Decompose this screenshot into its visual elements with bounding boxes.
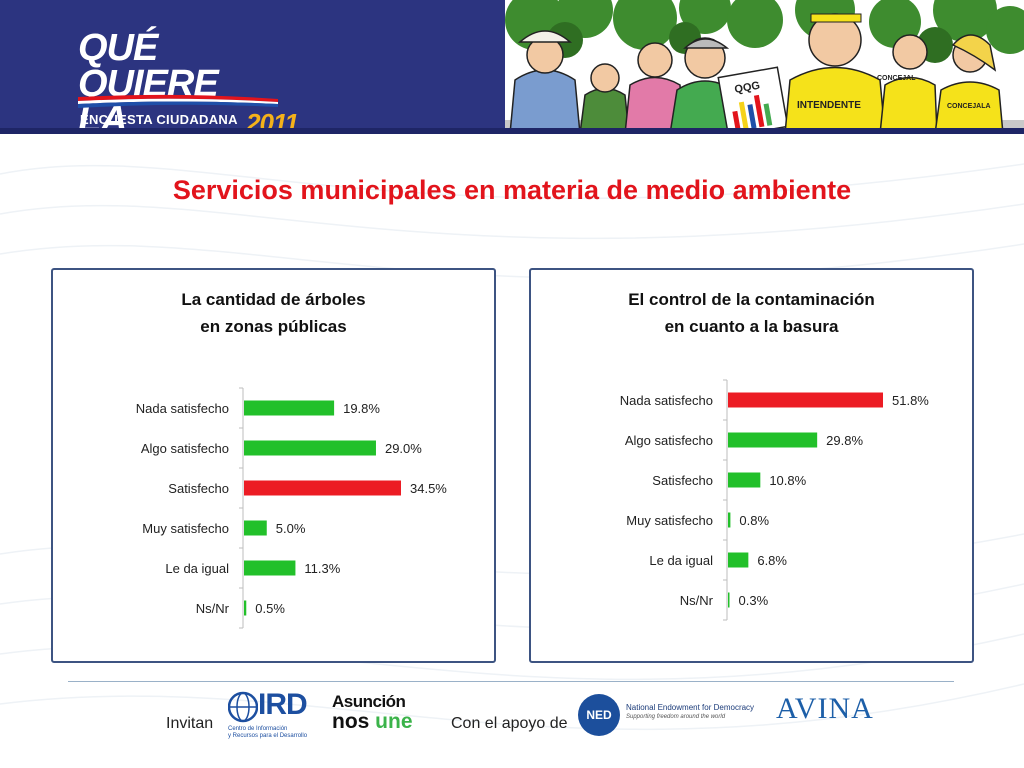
- value-label: 0.5%: [255, 601, 285, 616]
- bar: [244, 560, 296, 576]
- value-label: 29.0%: [385, 441, 422, 456]
- value-label: 10.8%: [769, 473, 806, 488]
- cartoon-sign-concejal: CONCEJAL: [877, 75, 916, 82]
- ned-logo: NED National Endowment for Democracy Sup…: [578, 694, 768, 738]
- chart-panel-garbage: El control de la contaminación en cuanto…: [529, 268, 974, 663]
- logo-subtitle: ENCUESTA CIUDADANA: [80, 112, 238, 127]
- footer-sponsors: Invitan IRD Centro de Información y Recu…: [0, 682, 1024, 768]
- bar: [244, 600, 247, 616]
- category-label: Nada satisfecho: [620, 393, 713, 408]
- bar: [728, 592, 730, 608]
- ird-globe-icon: [228, 691, 258, 723]
- value-label: 0.3%: [739, 593, 769, 608]
- survey-logo: QUÉ QUIERE LA GENTE 2011 ENCUESTA CIUDAD…: [78, 27, 299, 134]
- cartoon-sign-intendente: INTENDENTE: [797, 100, 861, 111]
- logo-line-1: QUÉ QUIERE: [78, 27, 219, 105]
- page-title: Servicios municipales en materia de medi…: [172, 175, 852, 205]
- header-bottom-stripe: [0, 128, 1024, 134]
- cartoon-sign-qqg: QQG: [734, 80, 761, 96]
- category-label: Algo satisfecho: [141, 441, 229, 456]
- ned-circle-icon: NED: [578, 694, 620, 736]
- category-label: Muy satisfecho: [626, 513, 713, 528]
- value-label: 6.8%: [757, 553, 787, 568]
- cartoon-illustration: QQG INTENDENTE CONCEJAL CONCEJALA: [505, 0, 1024, 134]
- category-label: Ns/Nr: [680, 593, 714, 608]
- ird-subtitle: Centro de Información y Recursos para el…: [228, 726, 308, 739]
- value-label: 5.0%: [276, 521, 306, 536]
- value-label: 29.8%: [826, 433, 863, 448]
- ird-name: IRD: [258, 688, 308, 721]
- bar: [728, 392, 883, 408]
- bar: [728, 552, 749, 568]
- bar: [244, 400, 335, 416]
- category-label: Muy satisfecho: [142, 521, 229, 536]
- header-banner: QUÉ QUIERE LA GENTE 2011 ENCUESTA CIUDAD…: [0, 0, 1024, 134]
- bar-chart-garbage: Nada satisfecho 51.8% Algo satisfecho 29.8%…: [620, 379, 929, 621]
- value-label: 0.8%: [739, 513, 769, 528]
- value-label: 19.8%: [343, 401, 380, 416]
- chart-panel-trees: La cantidad de árboles en zonas públicas…: [51, 268, 496, 663]
- bar: [244, 440, 376, 456]
- bar: [244, 520, 267, 536]
- cartoon-sign-concejala: CONCEJALA: [947, 103, 991, 110]
- avina-logo: AVINA: [776, 692, 874, 725]
- footer-apoyo-label: Con el apoyo de: [451, 715, 568, 732]
- value-label: 51.8%: [892, 393, 929, 408]
- ird-logo: IRD Centro de Información y Recursos par…: [228, 688, 318, 746]
- category-label: Ns/Nr: [196, 601, 230, 616]
- category-label: Nada satisfecho: [136, 401, 229, 416]
- asuncion-nos-une-logo: Asunción nos une: [332, 692, 413, 733]
- category-label: Satisfecho: [652, 473, 713, 488]
- chart-title-garbage: El control de la contaminación en cuanto…: [628, 290, 875, 336]
- value-label: 34.5%: [410, 481, 447, 496]
- flag-swoosh-icon: [78, 94, 278, 108]
- footer-divider: [68, 681, 954, 682]
- category-label: Le da igual: [165, 561, 229, 576]
- footer-invitan-label: Invitan: [166, 715, 214, 732]
- bar: [728, 432, 818, 448]
- category-label: Algo satisfecho: [625, 433, 713, 448]
- bar-chart-trees: Nada satisfecho 19.8% Algo satisfecho 29.0%…: [136, 387, 447, 629]
- chart-title-trees: La cantidad de árboles en zonas públicas: [181, 290, 366, 336]
- bar: [728, 472, 761, 488]
- bar: [728, 512, 731, 528]
- bar: [244, 480, 401, 496]
- value-label: 11.3%: [304, 561, 340, 576]
- category-label: Le da igual: [649, 553, 713, 568]
- category-label: Satisfecho: [168, 481, 229, 496]
